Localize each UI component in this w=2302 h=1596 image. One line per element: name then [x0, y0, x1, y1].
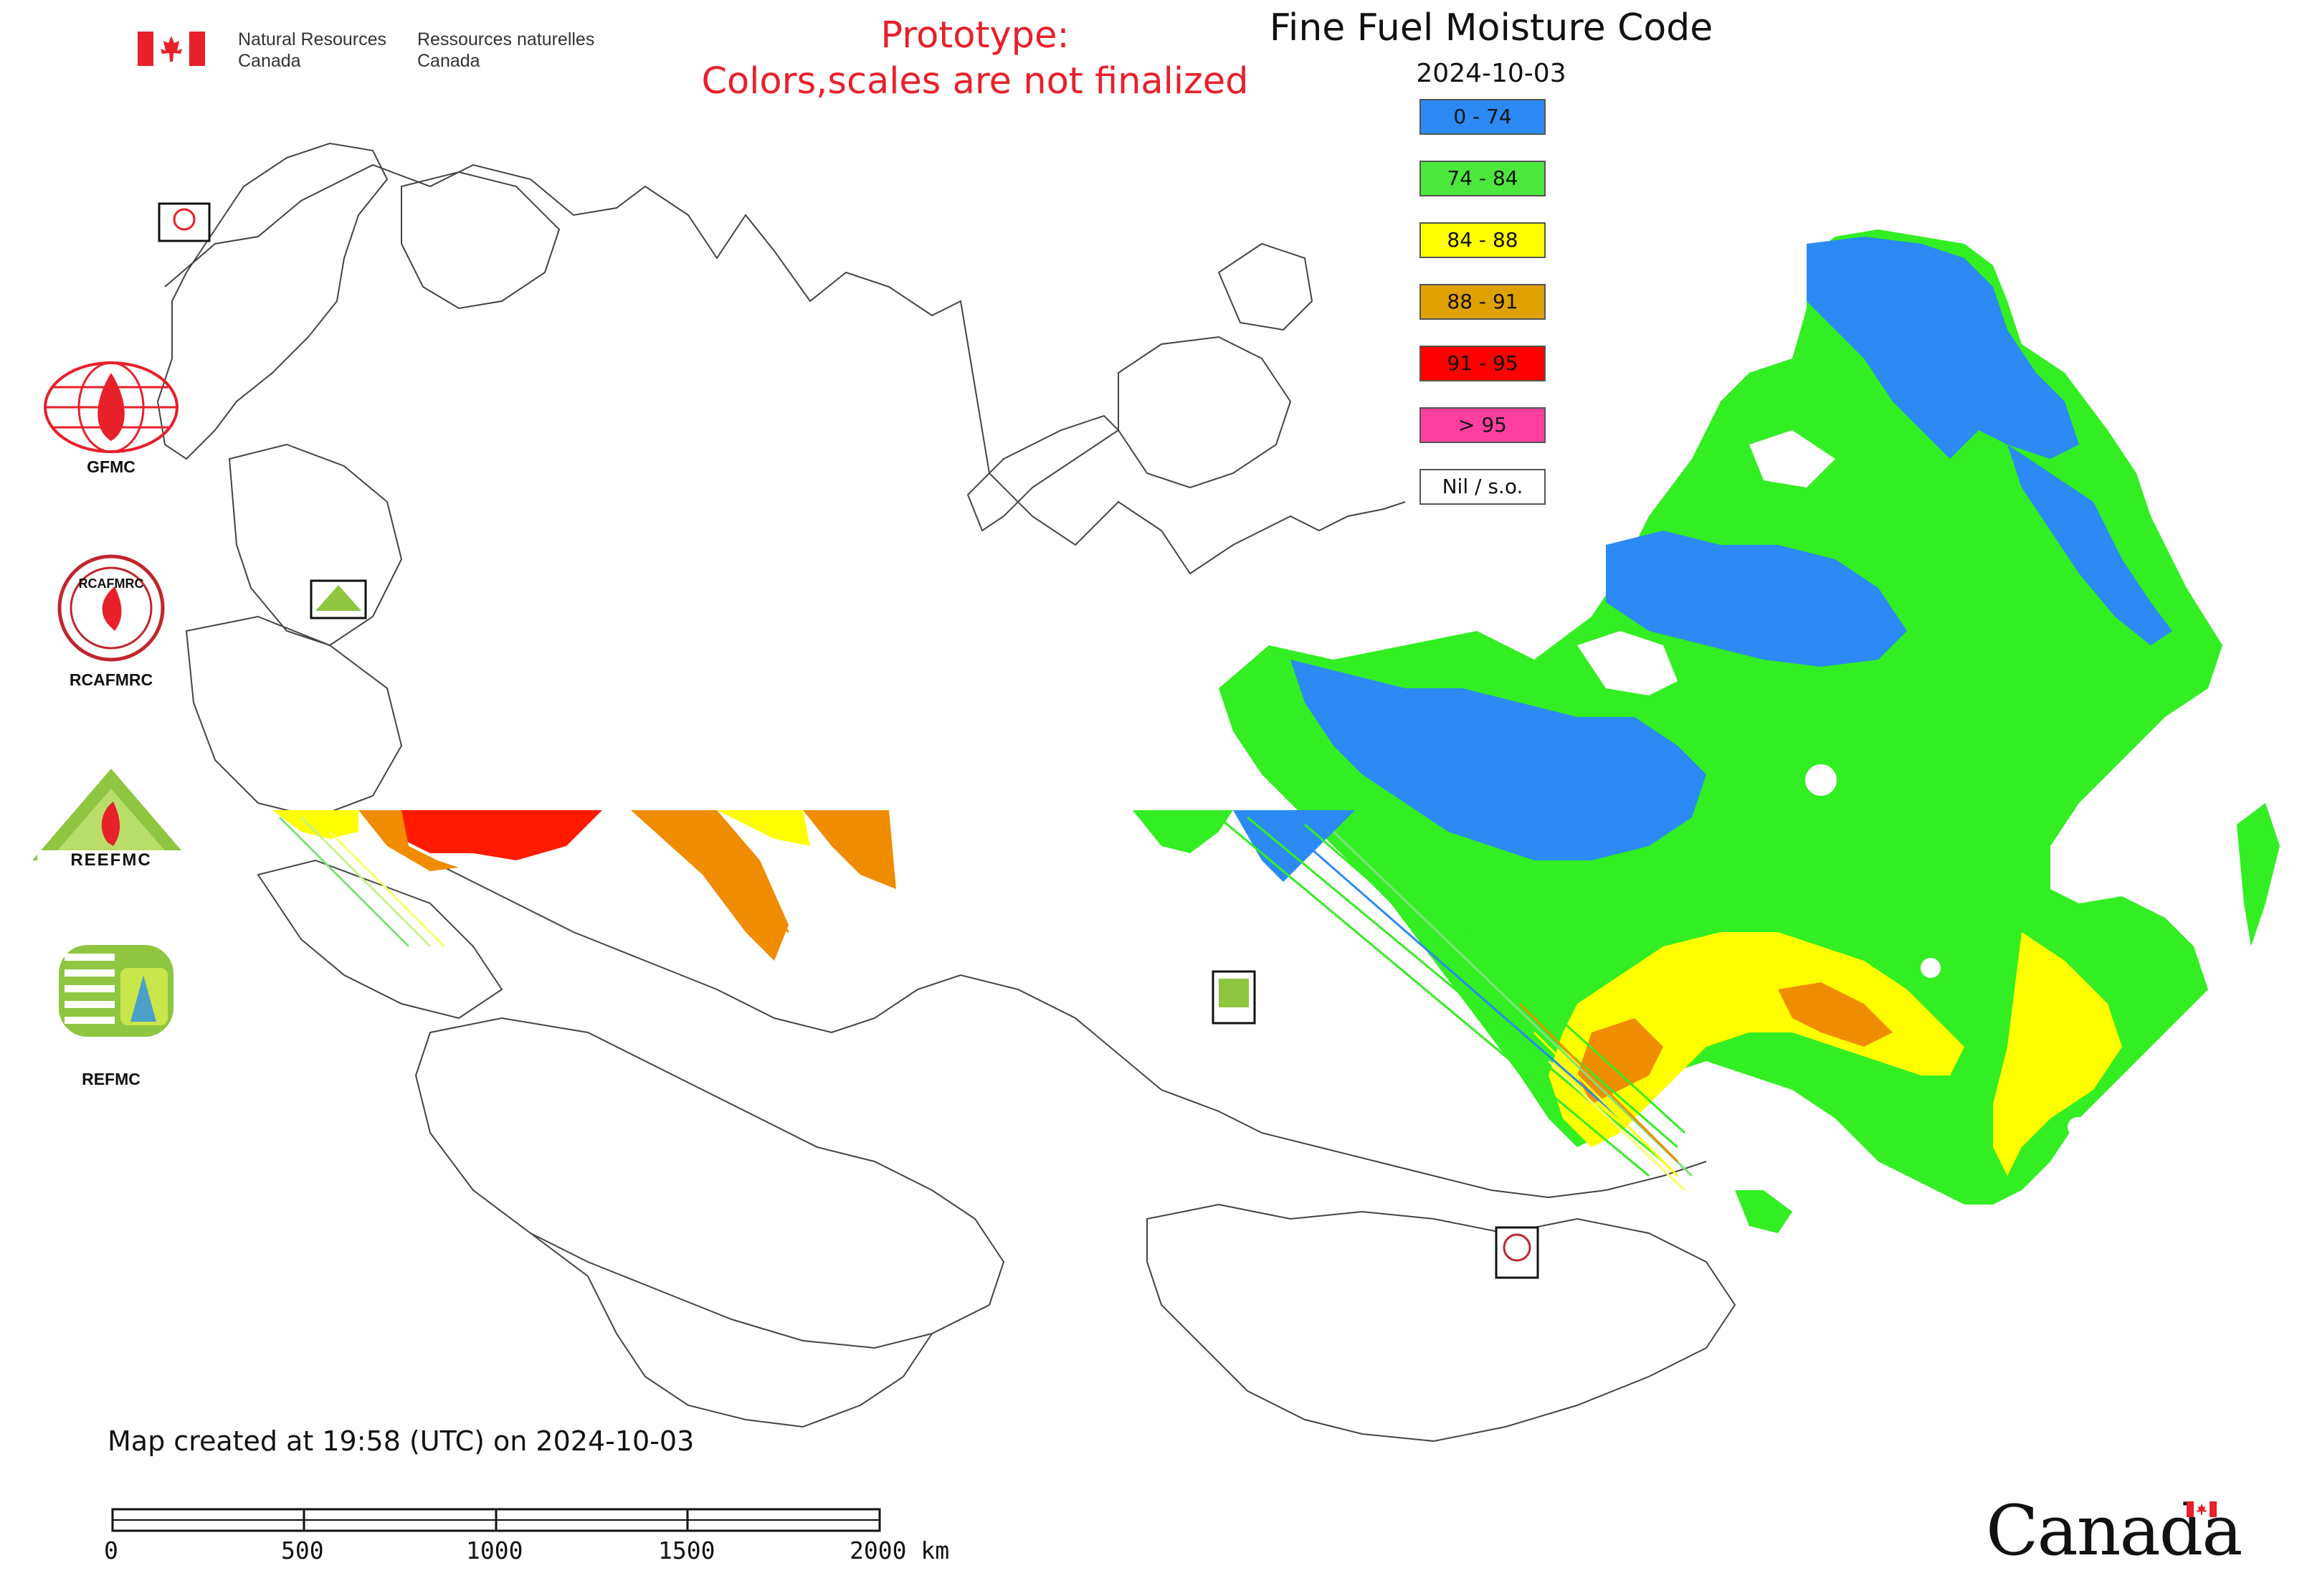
reefmc-logo-icon: REEFMC: [32, 769, 191, 870]
legend-item-74-84: 74 - 84: [1419, 161, 1546, 196]
streak-line: [1547, 1060, 1686, 1192]
map-marker-rcafmrc-emblem: [1503, 1233, 1531, 1262]
ffmc-zone-green-main: [1219, 229, 2222, 1205]
streak-line: [328, 830, 446, 948]
legend-item-nil: Nil / s.o.: [1419, 469, 1546, 505]
mongolia-outline: [1146, 1203, 1736, 1443]
prototype-line1: Prototype:: [880, 14, 1070, 57]
gfmc-label: GFMC: [87, 457, 135, 476]
streak-line: [1283, 823, 1621, 1120]
gc-name-fr-line2: Canada: [417, 51, 480, 71]
eastern-europe-outline: [228, 443, 403, 647]
refmc-label: REFMC: [82, 1070, 141, 1088]
central-russia-outline: [401, 845, 1262, 1134]
ffmc-nil-dot-2: [1921, 958, 1941, 978]
ffmc-band-west: [387, 810, 602, 860]
map-marker-refmc-emblem: [1219, 979, 1249, 1007]
ffmc-zone-blue-central: [1290, 660, 1706, 860]
map-created-note: Map created at 19:58 (UTC) on 2024-10-03: [108, 1425, 695, 1457]
streak-line: [1304, 823, 1678, 1149]
legend-item-0-74: 0 - 74: [1419, 99, 1546, 135]
streak-line: [300, 816, 432, 948]
scale-tick-500: 500: [281, 1536, 324, 1564]
ffmc-band-mid-yellow: [717, 810, 810, 846]
ffmc-data-east: [1219, 229, 2280, 1233]
legend-item-88-91: 88 - 91: [1419, 284, 1546, 320]
ffmc-band-west-yellow: [272, 810, 358, 839]
streak-line: [1218, 816, 1650, 1177]
karelia-outline: [401, 171, 561, 310]
scale-tick-0: 0: [104, 1536, 118, 1564]
ffmc-band-east-blue: [1233, 810, 1355, 882]
gc-name-en-line2: Canada: [238, 51, 301, 71]
scale-tick-1000: 1000: [466, 1536, 523, 1564]
scale-bar: [111, 1508, 881, 1532]
prototype-notice: Prototype: Colors,scales are not finaliz…: [645, 13, 1305, 105]
south-siberia-boundary: [1261, 1132, 1707, 1199]
legend-item-91-95: 91 - 95: [1419, 346, 1546, 381]
ffmc-nil-patch-1: [1577, 631, 1678, 695]
gc-name-en: Natural Resources Canada: [238, 29, 386, 72]
scandinavia-outline: [156, 142, 389, 460]
left-logos: RCAFMRC REEFMC: [32, 361, 191, 1037]
ffmc-nil-dot-1: [1805, 764, 1837, 796]
legend-item-95-plus: > 95: [1419, 407, 1546, 443]
taymyr-outline: [1118, 336, 1292, 489]
ffmc-zone-blue-upper: [1606, 531, 1907, 667]
central-asia-outline: [530, 1232, 933, 1428]
ffmc-kuril-green: [2237, 803, 2280, 946]
gfmc-logo-icon: [44, 361, 179, 453]
caucasus-outline: [257, 859, 503, 1020]
canada-wordmark-flag-icon: [2187, 1501, 2217, 1517]
ffmc-zone-orange-coast: [1778, 982, 1893, 1047]
streak-line: [723, 859, 790, 934]
prototype-line2: Colors,scales are not finalized: [701, 60, 1249, 103]
map-logo-markers: [158, 202, 1539, 1279]
novaya-zemlya: [966, 414, 1120, 532]
map-marker-gfmc-emblem: [173, 208, 196, 231]
russia-north-coastline: [164, 163, 1406, 575]
svg-text:RCAFMRC: RCAFMRC: [79, 576, 144, 591]
ffmc-zone-yellow-south: [1549, 932, 1964, 1147]
ffmc-streak-lines: [278, 816, 1693, 1192]
rcafmrc-label: RCAFMRC: [69, 670, 153, 689]
map-date: 2024-10-03: [1416, 59, 1566, 88]
ffmc-zone-blue-northeast: [1807, 237, 2079, 459]
ffmc-band-mid-orange-2: [803, 810, 896, 889]
ffmc-band-west-orange: [358, 810, 459, 871]
severnaya-zemlya: [1217, 242, 1313, 331]
ffmc-band-east-green: [1133, 810, 1233, 853]
streak-line: [1518, 1002, 1679, 1163]
ffmc-sakhalin-green: [1735, 1190, 1792, 1233]
scale-tick-2000: 2000 km: [850, 1536, 950, 1564]
map-title: Fine Fuel Moisture Code: [1269, 6, 1713, 49]
ffmc-zone-blue-kamchatka: [2007, 445, 2172, 645]
country-boundaries: [156, 142, 2202, 1443]
streak-line: [1361, 837, 1686, 1134]
legend-item-84-88: 84 - 88: [1419, 222, 1546, 258]
streak-line: [1332, 830, 1693, 1177]
refmc-logo-icon: [59, 945, 173, 1037]
scale-tick-1500: 1500: [658, 1536, 715, 1564]
ffmc-band-mid-orange: [631, 810, 789, 961]
kazakhstan-outline: [414, 1017, 1005, 1349]
streak-line: [1533, 1031, 1679, 1177]
streak-line: [278, 816, 410, 948]
ffmc-data-streaks: [272, 810, 1693, 1192]
svg-text:REEFMC: REEFMC: [70, 850, 151, 870]
map-marker-rcafmrc: [1495, 1226, 1539, 1279]
ffmc-nil-dot-5: [2068, 1117, 2088, 1137]
ffmc-nil-dot-4: [1690, 1109, 1716, 1135]
map-marker-reefmc-emblem: [315, 585, 361, 611]
gc-name-en-line1: Natural Resources: [238, 29, 387, 49]
gc-name-fr-line1: Ressources naturelles: [417, 29, 595, 49]
canada-flag-icon: [138, 32, 205, 66]
ffmc-zone-yellow-sea: [1993, 932, 2122, 1176]
ukraine-belarus-outline: [185, 615, 403, 819]
ffmc-nil-patch-2: [1749, 430, 1835, 488]
rcafmrc-logo-icon: RCAFMRC: [57, 554, 165, 662]
gc-name-fr: Ressources naturelles Canada: [417, 29, 594, 72]
